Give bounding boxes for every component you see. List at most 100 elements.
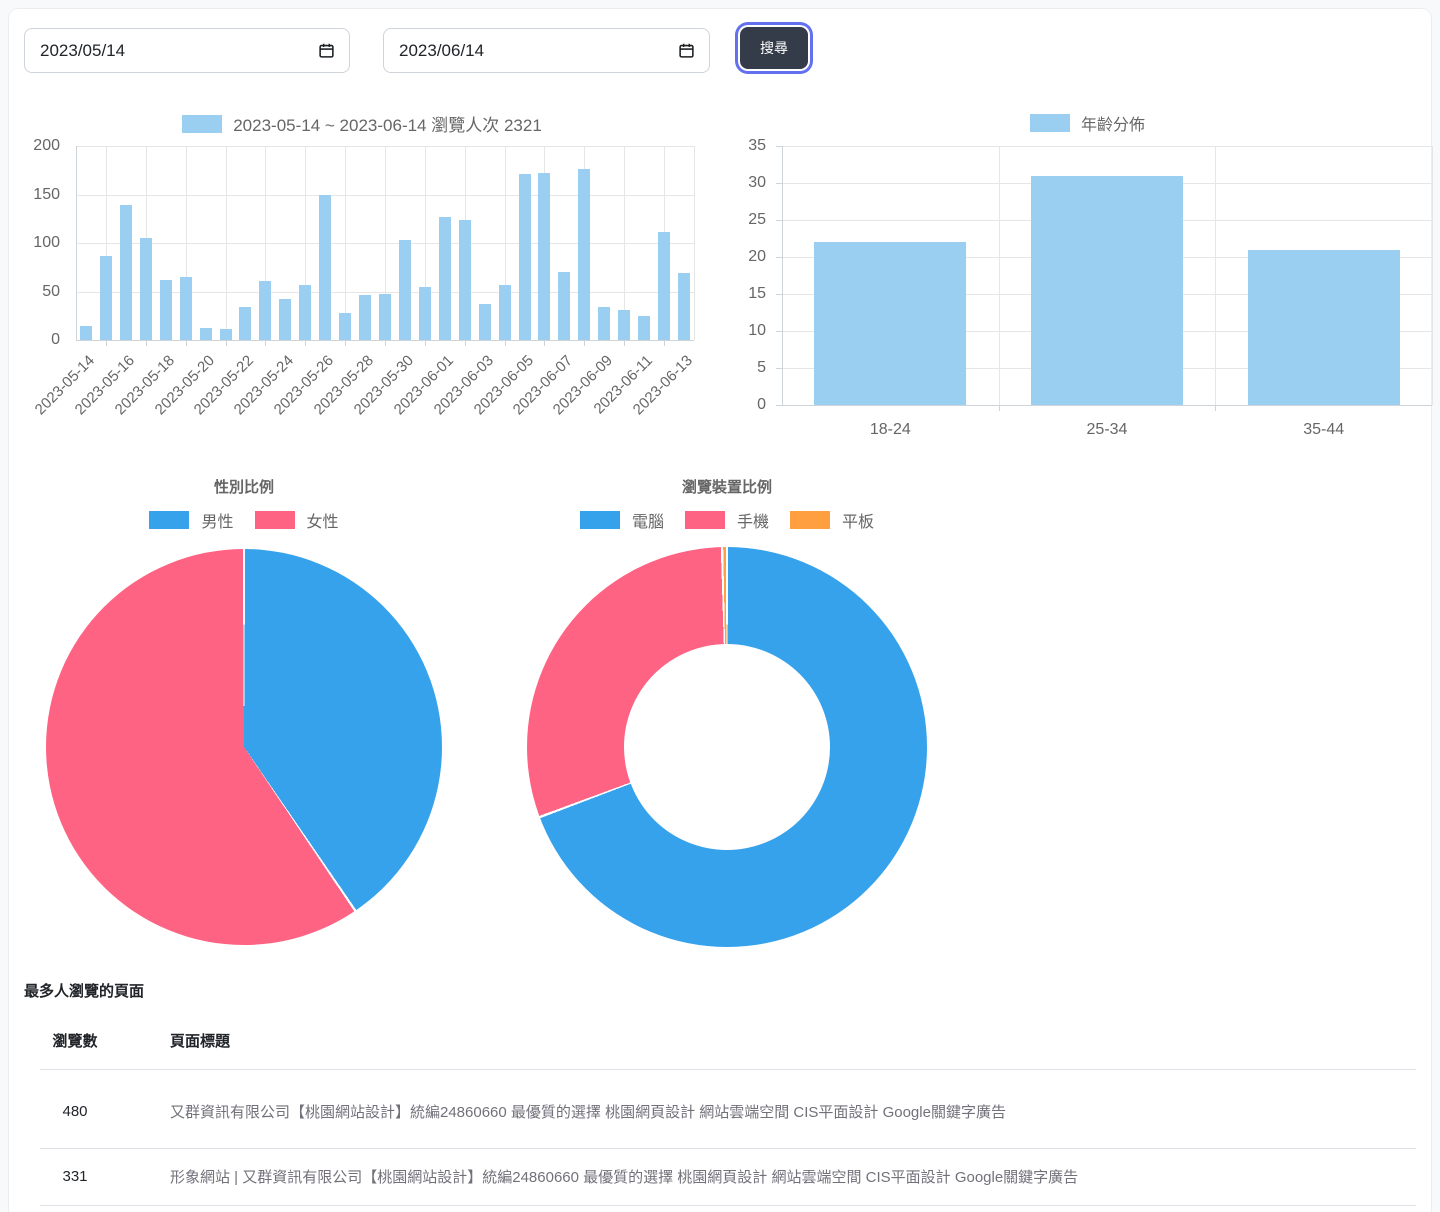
y-axis-tick — [776, 294, 782, 295]
gender-title: 性別比例 — [213, 479, 274, 496]
device-hole — [624, 644, 830, 850]
y-tick-label: 150 — [33, 185, 60, 203]
y-axis-tick — [776, 405, 782, 406]
y-axis-tick — [776, 146, 782, 147]
legend-label: 電腦 — [631, 514, 664, 531]
v-gridline — [225, 146, 227, 340]
daily-views-bar[interactable] — [239, 307, 252, 340]
table-row: 331 形象網站 | 又群資訊有限公司【桃園網站設計】統編24860660 最優… — [40, 1148, 1416, 1206]
x-axis-tick — [464, 340, 466, 346]
daily-views-bar[interactable] — [79, 326, 92, 340]
y-tick-label: 100 — [33, 234, 60, 251]
v-gridline — [624, 146, 626, 340]
x-axis-tick — [145, 340, 147, 346]
legend-item[interactable]: 手機 — [684, 508, 769, 532]
daily-views-bar[interactable] — [139, 238, 152, 340]
x-axis-tick — [105, 340, 107, 346]
daily-views-bar[interactable] — [678, 273, 691, 340]
daily-views-bar[interactable] — [159, 279, 172, 340]
daily-views-bar[interactable] — [259, 280, 272, 340]
daily-views-bar[interactable] — [119, 205, 132, 340]
daily-views-bar[interactable] — [319, 195, 332, 340]
y-tick-label: 35 — [748, 137, 766, 154]
views-cell: 480 — [62, 1103, 88, 1120]
daily-views-bar[interactable] — [478, 304, 491, 340]
daily-views-bar[interactable] — [458, 219, 471, 340]
y-tick-label: 0 — [51, 331, 60, 348]
legend-item[interactable]: 女性 — [254, 508, 339, 532]
daily-views-bar[interactable] — [438, 216, 451, 340]
end-date-input[interactable] — [383, 28, 710, 73]
legend-item[interactable]: 電腦 — [579, 508, 664, 532]
daily-views-bar[interactable] — [99, 255, 112, 340]
x-axis-tick — [624, 340, 626, 346]
daily-views-bar[interactable] — [518, 174, 531, 340]
age-bar[interactable] — [1247, 249, 1400, 405]
v-gridline — [504, 146, 506, 340]
legend-swatch — [684, 511, 725, 529]
legend-item[interactable]: 男性 — [149, 508, 234, 532]
daily-views-bar[interactable] — [339, 312, 352, 340]
x-axis-tick — [998, 405, 1000, 411]
daily-views-bar[interactable] — [418, 286, 431, 340]
daily-views-bar[interactable] — [538, 173, 551, 340]
h-gridline — [782, 146, 1432, 147]
v-gridline — [424, 146, 426, 340]
age-bar[interactable] — [814, 242, 967, 405]
daily-views-bar[interactable] — [638, 315, 651, 340]
plot-right-border — [1432, 146, 1433, 405]
start-date-input[interactable] — [24, 28, 350, 73]
gender-legend[interactable]: 男性 女性 — [0, 508, 564, 532]
x-axis-tick — [225, 340, 227, 346]
v-gridline — [1215, 146, 1217, 405]
v-gridline — [265, 146, 267, 340]
daily-views-bar[interactable] — [179, 276, 192, 340]
x-axis-tick — [385, 340, 386, 346]
most-viewed-heading: 最多人瀏覽的頁面 — [24, 983, 145, 1000]
h-gridline — [782, 405, 1432, 406]
x-tick-label: 35-44 — [1303, 421, 1345, 438]
legend-label: 男性 — [201, 514, 234, 531]
search-button[interactable]: 搜尋 — [740, 27, 808, 69]
gender-pie[interactable] — [46, 549, 442, 945]
daily-views-bar[interactable] — [658, 232, 671, 340]
daily-views-legend[interactable]: 2023-05-14 ~ 2023-06-14 瀏覽人次 2321 — [24, 111, 700, 136]
legend-label: 女性 — [306, 514, 339, 531]
y-tick-label: 50 — [42, 282, 60, 300]
age-bar[interactable] — [1031, 175, 1183, 405]
x-axis-tick — [185, 340, 187, 346]
y-tick-label: 20 — [748, 248, 766, 265]
legend-item[interactable]: 平板 — [790, 508, 874, 532]
daily-views-bar[interactable] — [578, 169, 591, 340]
daily-views-bar[interactable] — [279, 299, 292, 340]
x-axis-tick — [544, 340, 546, 346]
y-tick-label: 25 — [748, 211, 766, 228]
daily-views-bar[interactable] — [498, 284, 511, 340]
table-row: 480 又群資訊有限公司【桃園網站設計】統編24860660 最優質的選擇 桃園… — [40, 1075, 1416, 1149]
daily-views-bar[interactable] — [598, 307, 611, 340]
daily-views-bar[interactable] — [299, 284, 312, 340]
device-legend[interactable]: 電腦 手機 平板 — [407, 508, 1047, 532]
daily-views-bar[interactable] — [558, 272, 571, 340]
age-legend[interactable]: 年齡分佈 — [740, 111, 1435, 135]
x-axis-tick — [305, 340, 307, 346]
x-axis-tick — [424, 340, 426, 346]
x-axis-tick — [584, 340, 586, 346]
daily-views-bar[interactable] — [618, 309, 631, 340]
daily-views-bar[interactable] — [359, 295, 372, 340]
y-axis-line — [782, 146, 783, 405]
daily-views-bar[interactable] — [398, 240, 411, 340]
legend-swatch — [254, 511, 295, 529]
daily-views-bar[interactable] — [379, 294, 391, 340]
y-tick-label: 30 — [748, 174, 766, 191]
v-gridline — [345, 146, 347, 340]
x-axis-tick — [345, 340, 347, 346]
daily-views-bar[interactable] — [219, 329, 232, 340]
legend-swatch — [149, 511, 190, 529]
y-tick-label: 200 — [33, 137, 60, 154]
daily-views-bar[interactable] — [199, 328, 212, 340]
v-gridline — [385, 146, 386, 340]
x-axis-tick — [504, 340, 506, 346]
